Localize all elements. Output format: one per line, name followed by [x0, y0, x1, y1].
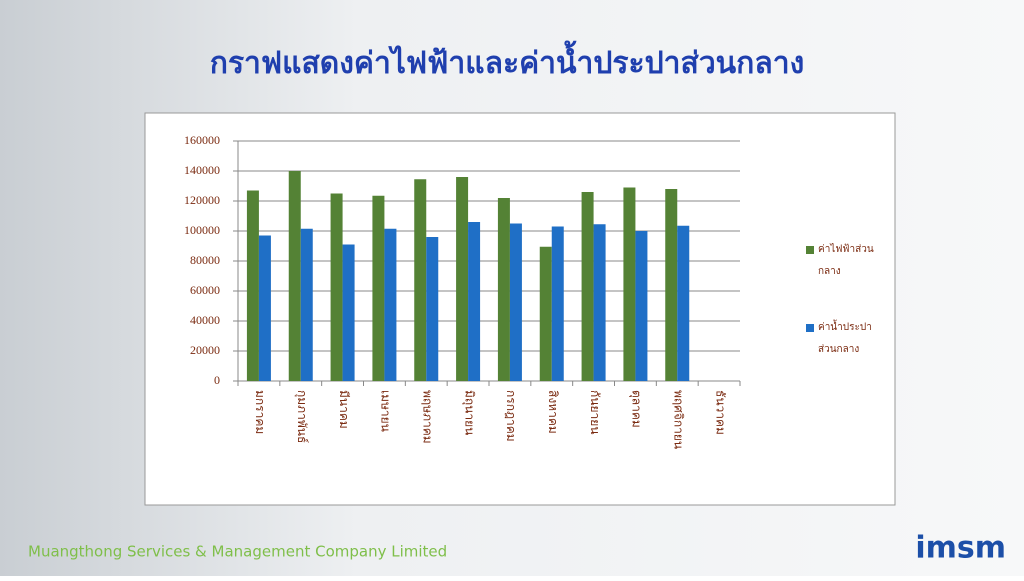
bar — [456, 177, 469, 381]
y-tick-label: 0 — [214, 373, 220, 387]
y-tick-label: 40000 — [190, 313, 220, 327]
bar — [300, 228, 313, 381]
bar — [342, 244, 355, 381]
y-tick-label: 60000 — [190, 283, 220, 297]
x-tick-label: มิถุนายน — [461, 390, 476, 435]
logo: imsm — [915, 531, 1006, 566]
bar — [665, 189, 678, 381]
legend-entry: ค่าไฟฟ้าส่วนกลาง — [818, 244, 874, 277]
y-tick-label: 80000 — [190, 253, 220, 267]
bar — [426, 237, 439, 381]
bar — [635, 231, 648, 381]
x-tick-label: กุมภาพันธ์ — [294, 390, 309, 443]
legend-entry: ค่าน้ำประปาส่วนกลาง — [818, 322, 872, 355]
x-tick-label: กรกฎาคม — [504, 390, 518, 442]
bar — [623, 187, 636, 381]
bar — [288, 171, 301, 381]
x-tick-label: มกราคม — [253, 390, 267, 434]
bar — [677, 225, 690, 381]
y-tick-label: 160000 — [184, 133, 220, 147]
bar — [509, 223, 522, 381]
y-tick-label: 140000 — [184, 163, 220, 177]
bar — [593, 224, 606, 381]
x-tick-label: สิงหาคม — [546, 390, 560, 434]
x-tick-label: พฤษภาคม — [421, 390, 435, 444]
x-tick-label: เมษายน — [379, 390, 393, 432]
legend-swatch — [806, 246, 814, 254]
x-tick-label: พฤศจิกายน — [672, 390, 686, 449]
footer: Muangthong Services & Management Company… — [28, 543, 447, 561]
y-tick-label: 120000 — [184, 193, 220, 207]
y-tick-label: 100000 — [184, 223, 220, 237]
y-tick-label: 20000 — [190, 343, 220, 357]
bar — [372, 195, 385, 381]
legend-label: ค่าไฟฟ้าส่วนกลาง — [818, 244, 874, 277]
bar — [497, 198, 510, 381]
bar — [581, 192, 594, 381]
bar — [414, 179, 427, 381]
x-tick-label: ธันวาคม — [713, 390, 727, 435]
legend-label: ค่าน้ำประปาส่วนกลาง — [818, 322, 872, 355]
bar — [551, 226, 564, 381]
x-tick-label: ตุลาคม — [629, 390, 644, 428]
bar — [258, 235, 271, 381]
bar — [246, 190, 259, 381]
bar — [384, 228, 397, 381]
legend-swatch — [806, 324, 814, 332]
x-tick-label: กันยายน — [588, 390, 602, 434]
bar — [330, 193, 343, 381]
x-tick-label: มีนาคม — [337, 390, 351, 429]
bar — [539, 246, 552, 381]
slide-title: กราฟแสดงค่าไฟฟ้าและค่าน้ำประปาส่วนกลาง — [210, 40, 804, 80]
bar — [468, 222, 481, 381]
